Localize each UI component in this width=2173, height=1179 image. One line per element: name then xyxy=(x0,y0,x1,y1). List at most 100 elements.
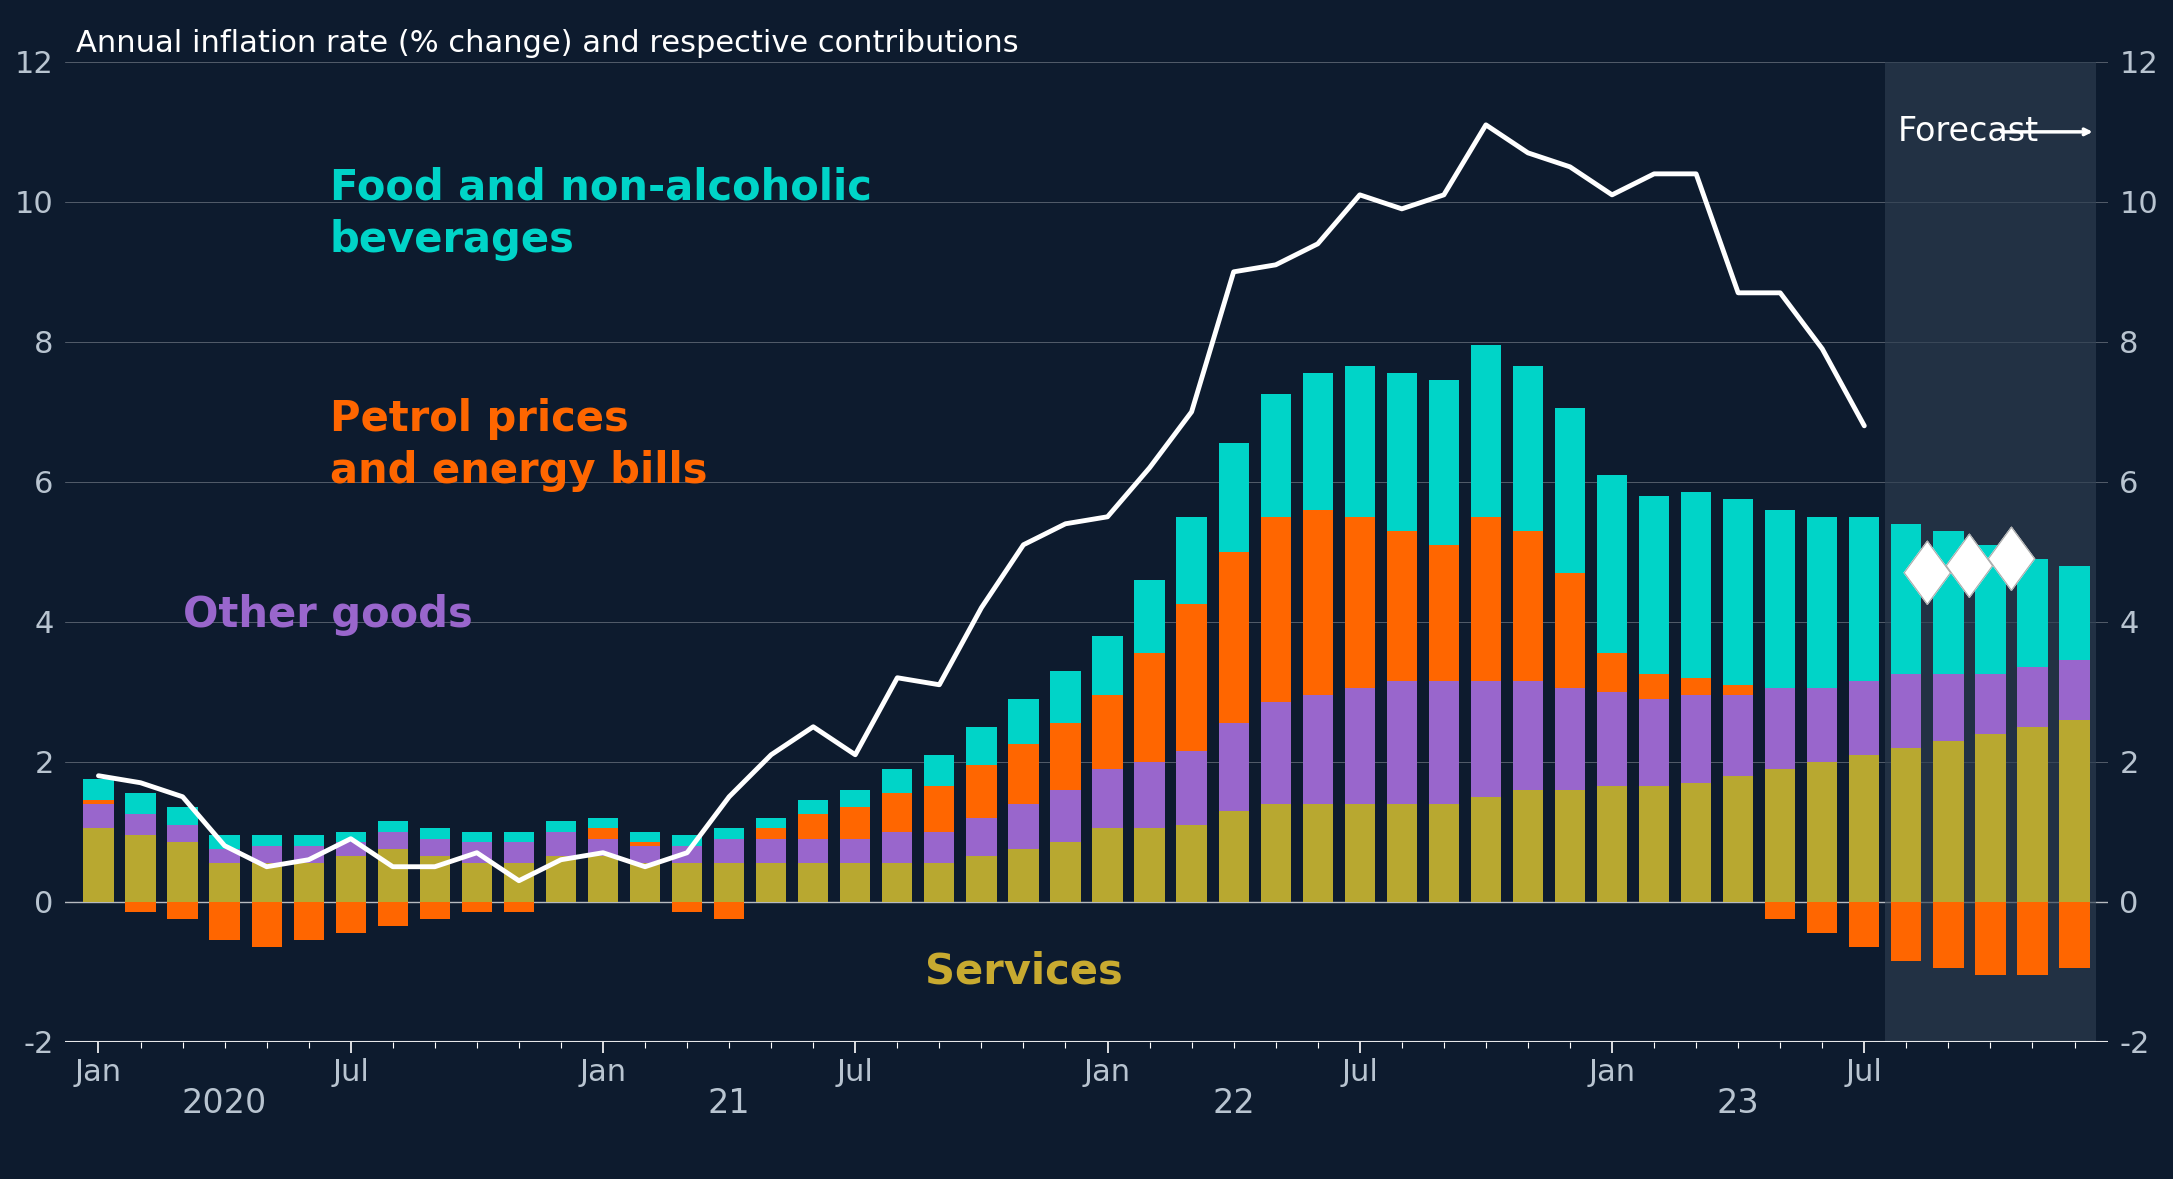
Bar xyxy=(671,845,702,863)
Bar xyxy=(1176,751,1206,825)
Bar xyxy=(126,793,156,815)
Bar xyxy=(1093,635,1123,696)
Bar xyxy=(378,831,409,849)
Bar xyxy=(335,831,365,842)
Bar xyxy=(967,726,997,765)
Bar xyxy=(1219,552,1249,723)
Bar xyxy=(1386,531,1417,681)
Bar xyxy=(715,828,745,838)
Bar xyxy=(1808,516,1838,689)
Bar xyxy=(1512,681,1543,790)
Bar xyxy=(1849,516,1880,681)
Bar xyxy=(797,801,828,815)
Bar xyxy=(1302,374,1332,509)
Bar xyxy=(2017,559,2047,667)
Bar xyxy=(461,863,491,902)
Bar xyxy=(841,790,871,808)
Bar xyxy=(1471,345,1502,516)
Bar xyxy=(2017,559,2047,667)
Bar xyxy=(1471,516,1502,681)
Bar xyxy=(126,902,156,913)
Bar xyxy=(1808,762,1838,902)
Bar xyxy=(1723,696,1754,776)
Bar xyxy=(1260,703,1291,804)
Text: 22: 22 xyxy=(1213,1087,1256,1120)
Bar xyxy=(1891,674,1921,747)
Bar xyxy=(1975,902,2006,975)
Bar xyxy=(1050,671,1080,723)
Bar xyxy=(1597,653,1628,692)
Text: 23: 23 xyxy=(1717,1087,1760,1120)
Bar xyxy=(882,769,913,793)
Bar xyxy=(1934,902,1964,968)
Bar xyxy=(1891,902,1921,961)
Bar xyxy=(1556,790,1584,902)
Bar xyxy=(967,818,997,856)
Bar xyxy=(2060,566,2090,660)
Bar xyxy=(1975,674,2006,733)
Bar xyxy=(167,842,198,902)
Bar xyxy=(209,863,239,902)
Bar xyxy=(589,828,617,838)
Bar xyxy=(756,818,787,828)
Bar xyxy=(2060,660,2090,719)
Bar xyxy=(293,863,324,902)
Bar xyxy=(504,831,535,842)
Bar xyxy=(1471,797,1502,902)
Bar xyxy=(882,793,913,831)
Bar xyxy=(1556,689,1584,790)
Bar xyxy=(2060,566,2090,660)
Bar xyxy=(1260,804,1291,902)
Bar xyxy=(126,815,156,835)
Bar xyxy=(1891,747,1921,902)
Text: Forecast: Forecast xyxy=(1897,116,2038,149)
Text: Food and non-alcoholic
beverages: Food and non-alcoholic beverages xyxy=(330,167,871,261)
Bar xyxy=(1428,381,1458,545)
Bar xyxy=(335,842,365,856)
Bar xyxy=(461,831,491,842)
Bar xyxy=(630,831,661,842)
Bar xyxy=(1682,678,1712,696)
Bar xyxy=(83,801,113,804)
Bar xyxy=(1764,509,1795,689)
Bar xyxy=(967,856,997,902)
Bar xyxy=(419,856,450,902)
Bar xyxy=(1597,475,1628,653)
Bar xyxy=(1891,747,1921,902)
Bar xyxy=(1891,523,1921,674)
Bar xyxy=(1975,902,2006,975)
Bar xyxy=(715,863,745,902)
Bar xyxy=(1886,61,2095,1042)
Bar xyxy=(1176,605,1206,751)
Bar xyxy=(841,838,871,863)
Bar xyxy=(293,835,324,845)
Bar xyxy=(589,818,617,828)
Bar xyxy=(335,902,365,934)
Bar xyxy=(1682,783,1712,902)
Bar xyxy=(1512,531,1543,681)
Bar xyxy=(715,902,745,920)
Bar xyxy=(1723,776,1754,902)
Bar xyxy=(1134,580,1165,653)
Bar xyxy=(1934,740,1964,902)
Bar xyxy=(83,804,113,828)
Bar xyxy=(419,828,450,838)
Bar xyxy=(2017,902,2047,975)
Bar xyxy=(924,755,954,786)
Text: Petrol prices
and energy bills: Petrol prices and energy bills xyxy=(330,397,706,492)
Bar xyxy=(1219,443,1249,552)
Bar xyxy=(671,902,702,913)
Bar xyxy=(1008,849,1039,902)
Bar xyxy=(83,828,113,902)
Bar xyxy=(841,808,871,838)
Bar xyxy=(167,825,198,842)
Bar xyxy=(293,845,324,863)
Bar xyxy=(1975,545,2006,674)
Bar xyxy=(1849,902,1880,947)
Bar xyxy=(167,902,198,920)
Bar xyxy=(1176,516,1206,605)
Bar xyxy=(797,863,828,902)
Bar xyxy=(1471,681,1502,797)
Text: 21: 21 xyxy=(708,1087,750,1120)
Bar xyxy=(1302,509,1332,696)
